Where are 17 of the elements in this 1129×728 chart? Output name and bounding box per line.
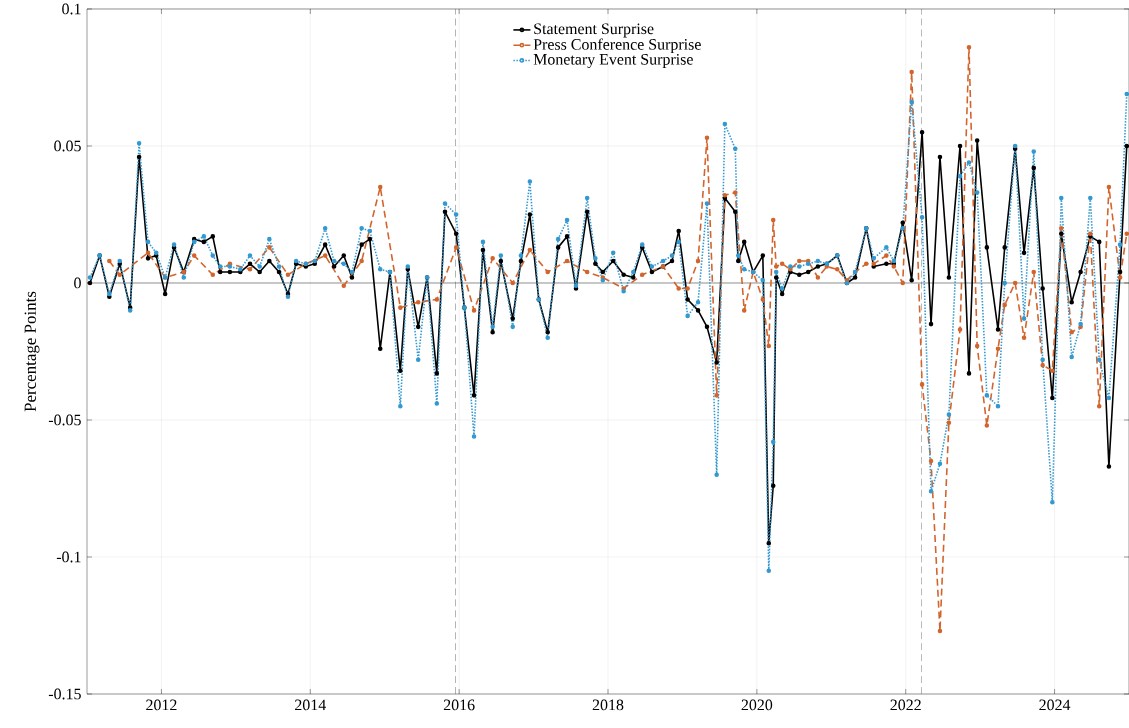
y-tick-label: 0 [74, 277, 81, 289]
x-tick-label: 2020 [741, 699, 773, 711]
y-tick-label: 0.1 [62, 3, 81, 15]
x-tick-label: 2018 [592, 699, 624, 711]
y-tick-label: -0.05 [48, 414, 81, 426]
x-tick-label: 2024 [1039, 699, 1071, 711]
legend-label: Monetary Event Surprise [533, 54, 693, 68]
y-tick-label: -0.1 [56, 551, 81, 563]
y-axis-title: Percentage Points [24, 291, 40, 412]
legend-label: Statement Surprise [534, 23, 654, 38]
y-tick-label: -0.15 [48, 688, 81, 700]
x-tick-label: 2012 [146, 699, 177, 711]
legend-label: Press Conference Surprise [533, 38, 701, 53]
x-tick-label: 2016 [443, 699, 475, 711]
y-tick-label: 0.05 [54, 140, 81, 152]
x-tick-label: 2014 [295, 699, 326, 711]
x-tick-label: 2022 [890, 699, 921, 711]
